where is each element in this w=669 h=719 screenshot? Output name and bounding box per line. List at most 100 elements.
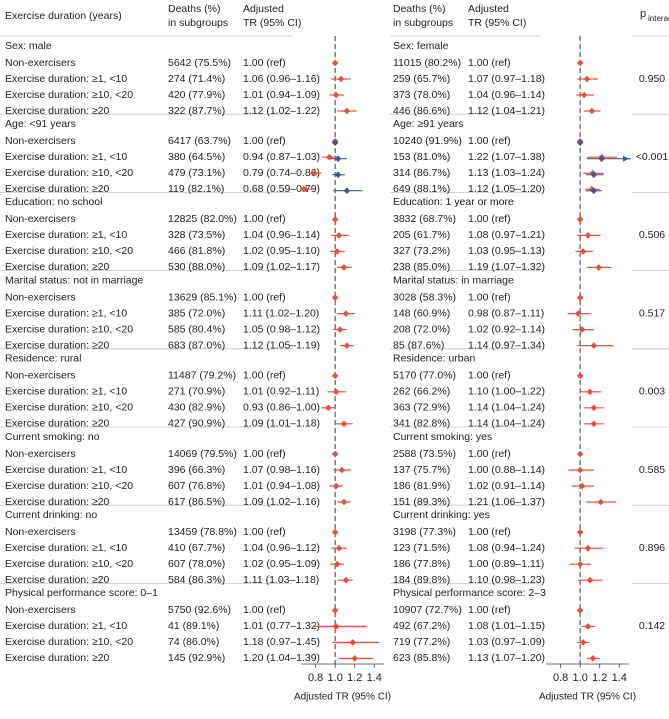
tr-ci: 1.12 (1.05–1.19) bbox=[243, 339, 320, 351]
tr-ci: 1.13 (1.07–1.20) bbox=[468, 652, 545, 664]
estimate-point bbox=[333, 560, 341, 568]
deaths: 12825 (82.0%) bbox=[168, 213, 237, 225]
row-label: Exercise duration: ≥20 bbox=[5, 496, 110, 508]
tr-ci: 1.04 (0.96–1.14) bbox=[243, 229, 320, 241]
row-label: Exercise duration: ≥20 bbox=[5, 183, 110, 195]
estimate-point bbox=[340, 420, 348, 428]
row-label: Exercise duration: ≥20 bbox=[5, 339, 110, 351]
deaths: 327 (73.2%) bbox=[393, 245, 450, 257]
estimate-point bbox=[335, 544, 343, 552]
x-tick-label: 0.8 bbox=[308, 672, 323, 684]
header-deaths: in subgroups bbox=[393, 17, 453, 29]
tr-ci: 1.00 (ref) bbox=[243, 135, 286, 147]
tr-ci: 1.20 (1.04–1.39) bbox=[243, 652, 320, 664]
tr-ci: 1.00 (ref) bbox=[243, 291, 286, 303]
estimate-point bbox=[586, 576, 594, 584]
row-label: Exercise duration: ≥1, <10 bbox=[5, 73, 127, 85]
tr-ci: 1.18 (0.97–1.45) bbox=[243, 636, 320, 648]
row-label: Non-exercisers bbox=[5, 291, 76, 303]
p-interaction: 0.896 bbox=[639, 542, 665, 554]
header-deaths: Deaths (%) bbox=[393, 3, 446, 15]
tr-ci: 1.02 (0.92–1.14) bbox=[468, 323, 545, 335]
row-label: Exercise duration: ≥1, <10 bbox=[5, 386, 127, 398]
deaths: 363 (72.9%) bbox=[393, 402, 450, 414]
deaths: 13629 (85.1%) bbox=[168, 291, 237, 303]
row-label: Exercise duration: ≥10, <20 bbox=[5, 636, 133, 648]
header-p: p bbox=[640, 8, 646, 20]
tr-ci: 1.10 (0.98–1.23) bbox=[468, 574, 545, 586]
deaths: 151 (89.3%) bbox=[393, 496, 450, 508]
deaths: 373 (78.0%) bbox=[393, 89, 450, 101]
tr-ci: 1.01 (0.77–1.32) bbox=[243, 620, 320, 632]
estimate-point bbox=[343, 107, 351, 115]
deaths: 530 (88.0%) bbox=[168, 261, 225, 273]
deaths: 85 (87.6%) bbox=[393, 339, 444, 351]
deaths: 11487 (79.2%) bbox=[168, 370, 236, 382]
estimate-point bbox=[334, 171, 342, 178]
deaths: 13459 (78.8%) bbox=[168, 526, 237, 538]
estimate-point bbox=[583, 75, 591, 83]
subgroup-title: Current smoking: no bbox=[5, 431, 100, 443]
tr-ci: 1.00 (0.88–1.14) bbox=[468, 464, 545, 476]
deaths: 148 (60.9%) bbox=[393, 307, 450, 319]
tr-ci: 1.12 (1.04–1.21) bbox=[468, 105, 545, 117]
tr-ci: 1.14 (1.04–1.24) bbox=[468, 418, 545, 430]
row-label: Exercise duration: ≥10, <20 bbox=[5, 245, 133, 257]
header-tr: TR (95% CI) bbox=[468, 17, 526, 29]
estimate-point bbox=[590, 342, 598, 349]
deaths: 137 (75.7%) bbox=[393, 464, 450, 476]
estimate-point bbox=[331, 450, 339, 458]
tr-ci: 1.08 (1.01–1.15) bbox=[468, 620, 545, 632]
deaths: 719 (77.2%) bbox=[393, 636, 450, 648]
deaths: 259 (65.7%) bbox=[393, 73, 450, 85]
estimate-point bbox=[584, 232, 592, 239]
tr-ci: 1.10 (1.00–1.22) bbox=[468, 386, 545, 398]
tr-ci: 1.12 (1.02–1.22) bbox=[243, 105, 320, 117]
deaths: 205 (61.7%) bbox=[393, 229, 450, 241]
deaths: 322 (87.7%) bbox=[168, 105, 225, 117]
tr-ci: 0.94 (0.87–1.03) bbox=[243, 151, 320, 163]
subgroup-title: Sex: male bbox=[5, 40, 52, 52]
estimate-point bbox=[576, 450, 584, 458]
estimate-point bbox=[576, 372, 584, 380]
estimate-point bbox=[340, 498, 348, 506]
tr-ci: 1.00 (ref) bbox=[468, 135, 511, 147]
tr-ci: 1.00 (ref) bbox=[468, 604, 511, 616]
estimate-point bbox=[311, 169, 318, 177]
tr-ci: 1.01 (0.94–1.09) bbox=[243, 89, 320, 101]
tr-ci: 1.02 (0.95–1.09) bbox=[243, 558, 320, 570]
deaths: 5170 (77.0%) bbox=[393, 370, 456, 382]
x-tick-label: 1.0 bbox=[573, 672, 588, 684]
tr-ci: 1.22 (1.07–1.38) bbox=[468, 151, 545, 163]
tr-ci: 1.00 (ref) bbox=[243, 526, 286, 538]
p-interaction: 0.950 bbox=[639, 73, 665, 85]
tr-ci: 0.98 (0.87–1.11) bbox=[468, 307, 544, 319]
subgroup-title: Residence: rural bbox=[5, 353, 81, 365]
tr-ci: 1.09 (1.01–1.18) bbox=[243, 418, 320, 430]
header-deaths: in subgroups bbox=[168, 17, 228, 29]
deaths: 5750 (92.6%) bbox=[168, 604, 231, 616]
estimate-point bbox=[331, 528, 339, 536]
tr-ci: 1.03 (0.95–1.13) bbox=[468, 245, 545, 257]
x-tick-label: 1.2 bbox=[592, 672, 607, 684]
tr-ci: 1.11 (1.03–1.18) bbox=[243, 574, 319, 586]
subgroup-title: Age: <91 years bbox=[5, 118, 76, 130]
estimate-point bbox=[331, 59, 339, 67]
row-label: Exercise duration: ≥1, <10 bbox=[5, 542, 127, 554]
p-interaction: 0.585 bbox=[639, 464, 665, 476]
estimate-point bbox=[326, 153, 333, 161]
row-label: Exercise duration: ≥1, <10 bbox=[5, 229, 127, 241]
estimate-point bbox=[576, 139, 584, 146]
tr-ci: 1.00 (ref) bbox=[243, 57, 286, 69]
x-axis-label: Adjusted TR (95% CI) bbox=[294, 692, 391, 703]
tr-ci: 0.68 (0.59–0.79) bbox=[243, 183, 320, 195]
estimate-point bbox=[342, 576, 350, 584]
tr-ci: 1.19 (1.07–1.32) bbox=[468, 261, 545, 273]
estimate-point bbox=[332, 482, 340, 490]
x-tick-label: 1.4 bbox=[612, 672, 627, 684]
tr-ci: 1.03 (0.97–1.09) bbox=[468, 636, 545, 648]
deaths: 271 (70.9%) bbox=[168, 386, 225, 398]
row-label: Exercise duration: ≥10, <20 bbox=[5, 167, 133, 179]
deaths: 74 (86.0%) bbox=[168, 636, 219, 648]
